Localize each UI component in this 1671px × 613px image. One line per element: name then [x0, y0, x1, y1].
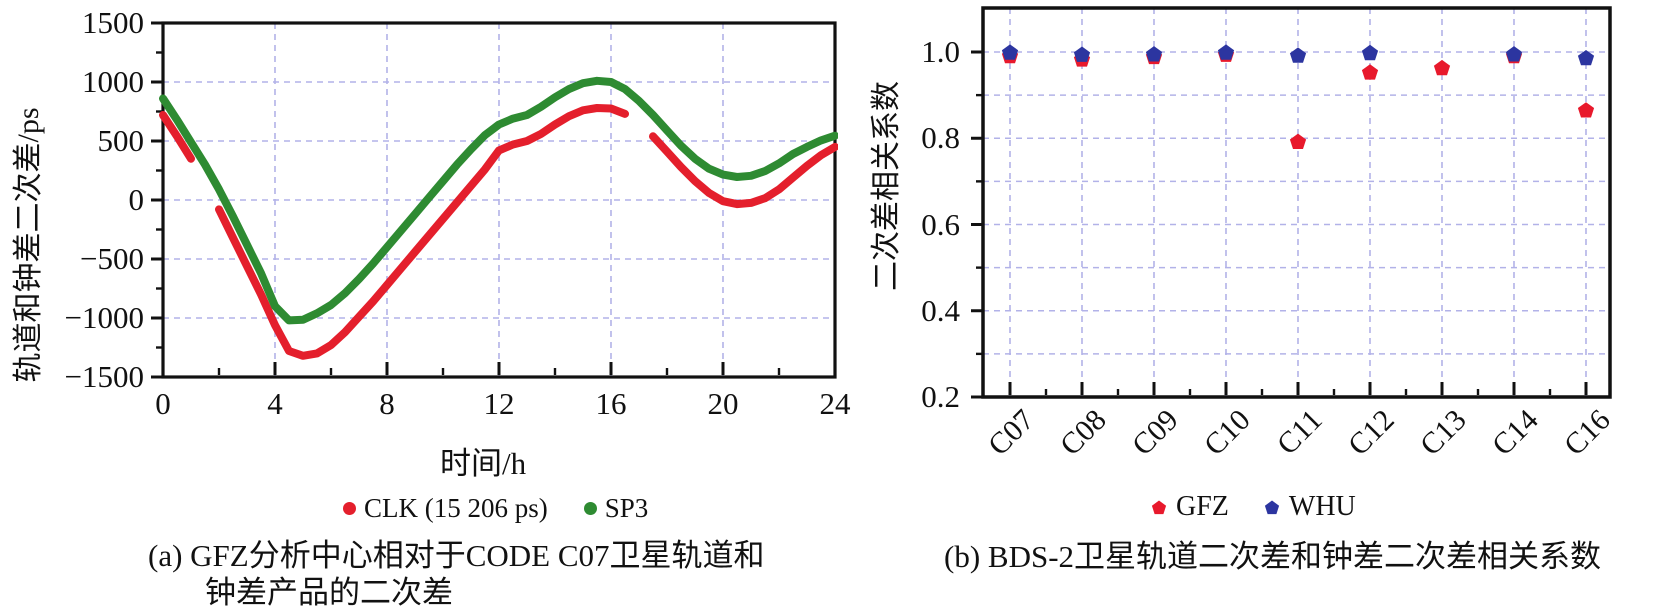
series-line-CLK (15 206 ps) [159, 111, 195, 163]
panel-a-caption-line2: 钟差产品的二次差 [205, 575, 453, 610]
y-tick-label: 1500 [82, 5, 144, 40]
series-line-SP3 [159, 76, 838, 325]
marker-GFZ-C13 [1433, 59, 1451, 76]
y-tick-label: 1000 [82, 64, 144, 99]
marker-WHU-C10 [1217, 44, 1235, 60]
panel-a-caption-line1: (a) GFZ分析中心相对于CODE C07卫星轨道和 [148, 538, 765, 573]
x-tick-label: 12 [483, 386, 515, 421]
panel-a-legend: CLK (15 206 ps) SP3 [343, 493, 648, 524]
y-tick-label: 500 [97, 123, 145, 158]
marker-WHU-C09 [1145, 46, 1163, 62]
legend-dot-icon [583, 502, 597, 515]
legend-label: GFZ [1176, 491, 1229, 522]
x-tick-label: 20 [707, 386, 739, 421]
x-tick-label: 16 [595, 386, 627, 421]
x-tick-label: 8 [379, 386, 395, 421]
legend-label: SP3 [604, 493, 649, 523]
panel-a-caption: (a) GFZ分析中心相对于CODE C07卫星轨道和 钟差产品的二次差 [148, 537, 765, 611]
marker-WHU-C11 [1289, 47, 1307, 63]
y-tick-label: −1000 [64, 300, 144, 335]
legend-item-GFZ: GFZ [1150, 491, 1229, 523]
legend-label: WHU [1288, 491, 1356, 522]
series-line-CLK (15 206 ps) [215, 104, 629, 360]
y-tick-label: 0.2 [921, 379, 960, 414]
marker-WHU-C16 [1577, 50, 1595, 66]
legend-item-SP3: SP3 [583, 493, 649, 524]
panel-a: 轨道和钟差二次差/ps 1500 1000 500 0 −500 −1000 −1500 0… [12, 5, 851, 611]
y-tick-label: 0 [128, 182, 145, 217]
y-tick-label: −1500 [64, 359, 144, 394]
marker-GFZ-C16 [1577, 102, 1595, 118]
x-tick-label: 0 [155, 386, 171, 421]
legend-pentagon-icon [1151, 500, 1167, 515]
y-tick-label: 0.8 [921, 120, 960, 156]
panel-b-y-axis-label: 二次差相关系数 [870, 81, 903, 291]
series-line-CLK (15 206 ps) [649, 132, 838, 209]
y-tick-label: 1.0 [921, 34, 960, 69]
panel-b: 二次差相关系数 1.0 0.8 0.6 0.4 0.2 C07 C08 C09 C10 C11 C… [860, 0, 1671, 613]
x-tick-label: 4 [267, 386, 283, 421]
marker-WHU-C07 [1001, 44, 1019, 60]
marker-WHU-C12 [1361, 44, 1379, 61]
marker-WHU-C14 [1505, 46, 1523, 62]
y-tick-label: 0.6 [921, 206, 960, 242]
orbit-clock-line-chart [151, 21, 838, 379]
marker-WHU-C08 [1073, 46, 1091, 62]
y-tick-label: −500 [80, 241, 144, 276]
x-tick-label: 24 [819, 386, 851, 421]
legend-item-CLK (15 206 ps): CLK (15 206 ps) [343, 493, 548, 524]
panel-a-x-axis-label: 时间/h [440, 446, 527, 481]
legend-dot-icon [343, 502, 356, 515]
panel-b-caption: (b) BDS-2卫星轨道二次差和钟差二次差相关系数 [944, 539, 1602, 574]
plot-border [981, 6, 1612, 399]
correlation-scatter-chart [971, 6, 1612, 399]
y-tick-label: 0.4 [921, 292, 960, 328]
panel-b-legend: GFZ WHU [1150, 491, 1356, 523]
marker-GFZ-C12 [1361, 64, 1379, 80]
legend-pentagon-icon [1264, 500, 1280, 515]
marker-GFZ-C11 [1289, 133, 1307, 149]
legend-item-WHU: WHU [1263, 491, 1356, 523]
legend-label: CLK (15 206 ps) [364, 493, 548, 523]
